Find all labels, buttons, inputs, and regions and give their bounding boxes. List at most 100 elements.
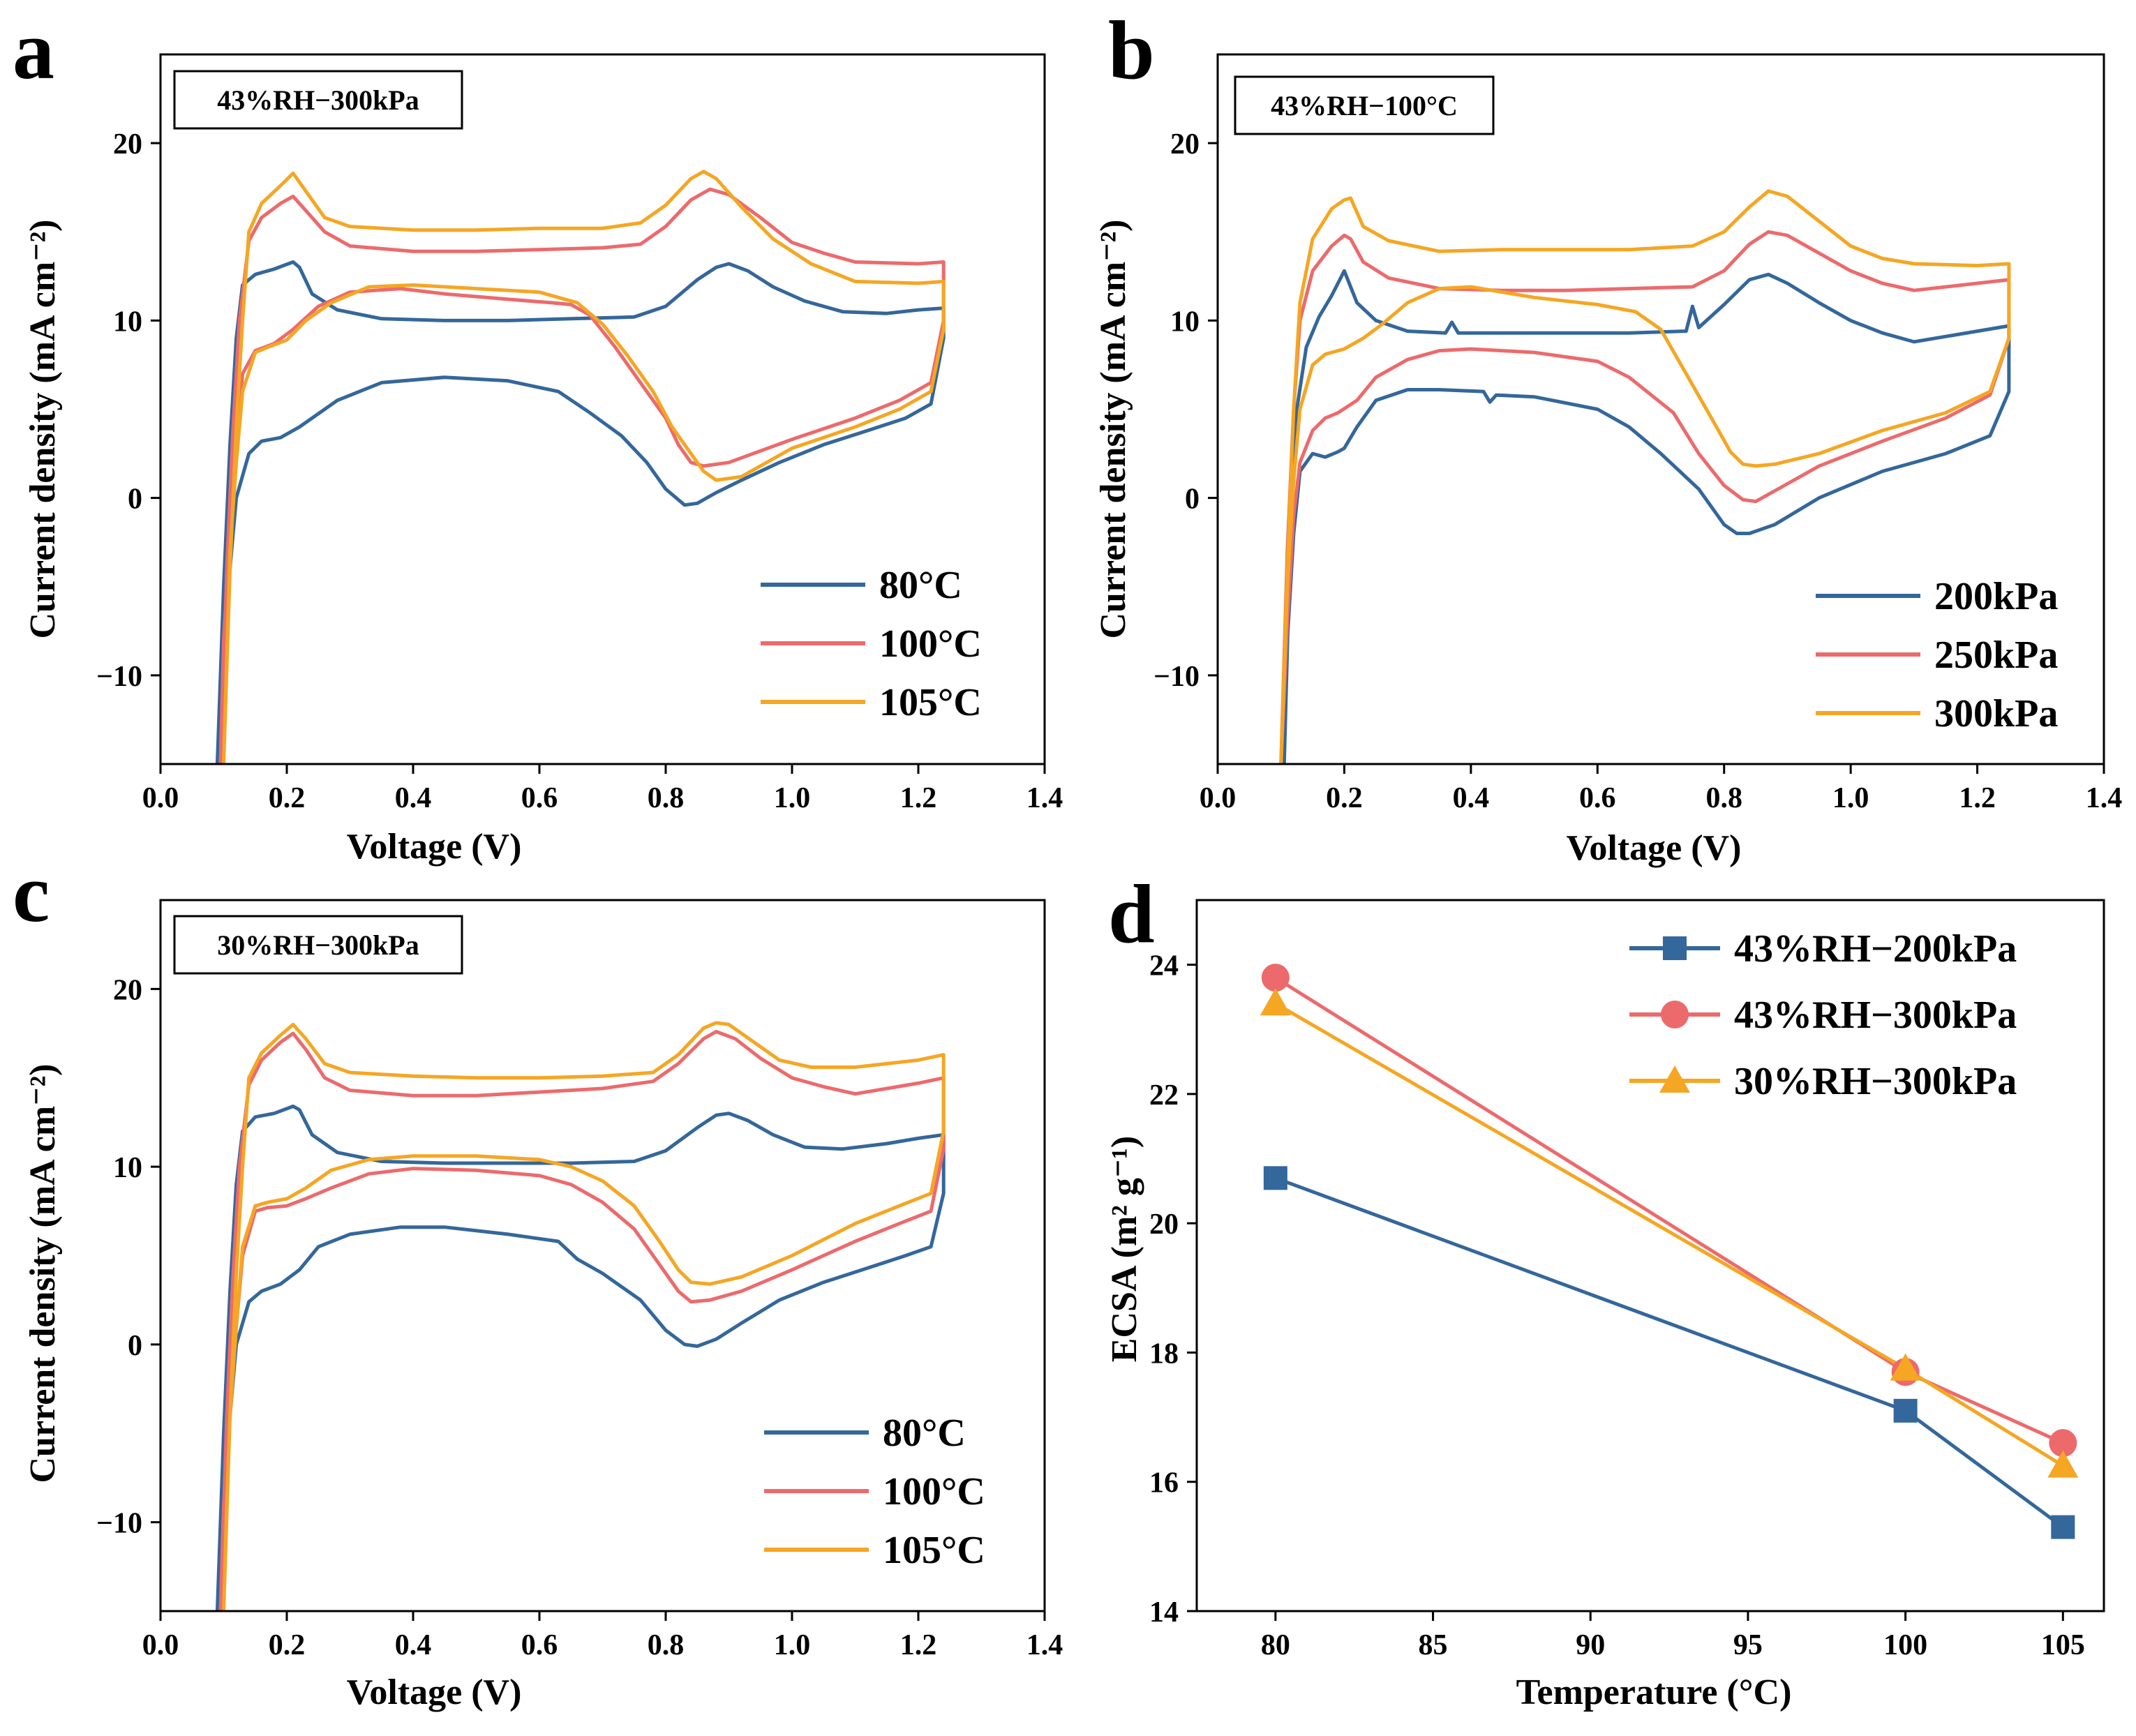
panel-d-legend-label-3: 30%RH−300kPa [1734, 1060, 2017, 1103]
panel-c: c 0.0 0.2 0.4 0.6 0.8 1.0 1.2 1.4 −10 0 10 20 80°C 10… [13, 846, 1063, 1712]
panel-b-y-tick-label-1: −10 [1153, 661, 1200, 693]
panel-letter-c: c [13, 846, 50, 939]
panel-c-series-line-3 [222, 1021, 946, 1611]
panel-letter-b: b [1108, 3, 1155, 96]
panel-d-series-2-point-3 [2049, 1429, 2077, 1458]
panel-b-y-tick-label-4: 20 [1170, 128, 1200, 160]
panel-c-x-tick-label-5: 0.8 [648, 1629, 685, 1661]
panel-d-series-1-point-3 [2051, 1515, 2075, 1539]
panel-d-y-tick-label-5: 22 [1149, 1079, 1179, 1112]
panel-c-y-axis-label: Current density (mA cm⁻²) [23, 1064, 63, 1483]
panel-d-y-tick-label-4: 20 [1149, 1209, 1179, 1241]
panel-a-x-tick-label-1: 0.0 [142, 782, 179, 814]
panel-a-x-tick-label-4: 0.6 [521, 782, 558, 814]
panel-a-annotation-box [173, 70, 463, 130]
panel-b-plot-area: 0.0 0.2 0.4 0.6 0.8 1.0 1.2 1.4 −10 0 10 20 200kPa 25… [1153, 53, 2123, 814]
panel-c-x-tick-label-2: 0.2 [269, 1629, 306, 1661]
panel-d-legend-label-2: 43%RH−300kPa [1734, 994, 2017, 1037]
panel-d-x-tick-label-5: 100 [1883, 1629, 1927, 1661]
panel-a-series-line-3 [222, 170, 946, 764]
panel-c-series-line-2 [218, 1030, 946, 1611]
panel-d-x-tick-label-6: 105 [2041, 1629, 2085, 1661]
panel-b-legend-label-1: 200kPa [1934, 575, 2058, 618]
panel-d-x-tick-label-3: 90 [1576, 1629, 1605, 1661]
panel-c-plot-area: 0.0 0.2 0.4 0.6 0.8 1.0 1.2 1.4 −10 0 10 20 80°C 100°… [96, 899, 1063, 1661]
panel-c-x-tick-label-3: 0.4 [395, 1629, 432, 1661]
panel-a-x-tick-label-3: 0.4 [395, 782, 432, 814]
panel-letter-d: d [1108, 867, 1155, 960]
panel-d-plot-area: 80 85 90 95 100 105 14 16 18 20 22 24 43%RH−200kPa 43… [1149, 899, 2105, 1661]
panel-a-legend-label-3: 105°C [879, 681, 982, 724]
panel-d-legend-marker-3 [1659, 1065, 1690, 1093]
panel-d: d 80 85 90 95 100 105 14 16 18 20 22 24 43%RH−200kPa… [1105, 867, 2105, 1712]
panel-b-x-tick-label-2: 0.2 [1326, 782, 1363, 814]
panel-c-x-tick-label-1: 0.0 [142, 1629, 179, 1661]
panel-c-annotation-box [173, 915, 463, 975]
panel-d-series-3-point-1 [1260, 988, 1291, 1016]
panel-c-legend-label-1: 80°C [883, 1412, 966, 1455]
panel-c-x-tick-label-4: 0.6 [521, 1629, 558, 1661]
panel-b-series-line-1 [1282, 269, 2011, 764]
panel-a-y-tick-label-3: 10 [113, 306, 142, 338]
panel-d-x-tick-label-1: 80 [1261, 1629, 1290, 1661]
panel-d-x-axis-label: Temperature (°C) [1516, 1673, 1792, 1712]
panel-d-y-tick-label-1: 14 [1149, 1596, 1179, 1629]
panel-b-y-axis-label: Current density (mA cm⁻²) [1093, 220, 1133, 639]
panel-a-x-tick-label-2: 0.2 [269, 782, 306, 814]
panel-b-series-line-3 [1279, 189, 2011, 764]
panel-b: b 0.0 0.2 0.4 0.6 0.8 1.0 1.2 1.4 −10 0 10 20 200kPa… [1093, 3, 2122, 868]
panel-c-legend-label-2: 100°C [883, 1470, 985, 1513]
panel-a-x-tick-label-8: 1.4 [1026, 782, 1063, 814]
panel-b-x-tick-label-3: 0.4 [1453, 782, 1490, 814]
panel-a-x-tick-label-7: 1.2 [900, 782, 937, 814]
panel-d-y-tick-label-2: 16 [1149, 1467, 1179, 1499]
panel-c-x-tick-label-8: 1.4 [1026, 1629, 1063, 1661]
panel-b-y-tick-label-3: 10 [1170, 306, 1200, 338]
panel-d-series-3-point-2 [1890, 1353, 1921, 1381]
panel-d-series-2-point-1 [1261, 964, 1290, 992]
panel-b-series-line-2 [1279, 230, 2011, 764]
panel-c-annotation: 30%RH−300kPa [217, 929, 419, 961]
panel-c-y-tick-label-1: −10 [96, 1508, 142, 1540]
panel-a-y-tick-label-4: 20 [113, 128, 142, 160]
panel-a-annotation: 43%RH−300kPa [217, 84, 419, 116]
panel-c-axes-frame [159, 899, 1046, 1612]
panel-c-y-tick-label-4: 20 [113, 974, 142, 1006]
panel-c-x-tick-label-7: 1.2 [900, 1629, 937, 1661]
panel-a-axes-frame [159, 53, 1046, 765]
panel-c-series-line-1 [215, 1105, 946, 1611]
panel-b-axes-frame [1216, 53, 2105, 765]
panel-b-x-axis-label: Voltage (V) [1567, 828, 1742, 868]
panel-d-x-tick-label-4: 95 [1733, 1629, 1763, 1661]
panel-b-legend-label-2: 250kPa [1934, 634, 2058, 677]
panel-a-data [215, 170, 946, 764]
panel-d-series-line-2 [1274, 976, 2064, 1445]
panel-a-series-line-1 [215, 260, 946, 764]
panel-b-x-tick-label-6: 1.0 [1832, 782, 1869, 814]
panel-b-annotation-box [1234, 75, 1495, 135]
panel-d-axes-frame [1195, 899, 2105, 1612]
panel-b-annotation: 43%RH−100°C [1271, 90, 1458, 121]
panel-letter-a: a [13, 3, 54, 96]
panel-c-data [215, 1021, 946, 1611]
panel-d-y-axis-label: ECSA (m² g⁻¹) [1105, 1136, 1144, 1362]
panel-a-x-axis-label: Voltage (V) [347, 827, 522, 867]
panel-d-x-tick-label-2: 85 [1419, 1629, 1448, 1661]
panel-a-x-tick-label-6: 1.0 [774, 782, 811, 814]
panel-a-legend-label-1: 80°C [879, 564, 962, 607]
panel-d-series-1-point-2 [1893, 1398, 1918, 1423]
panel-a-x-tick-label-5: 0.8 [648, 782, 685, 814]
panel-d-legend-marker-1 [1663, 936, 1687, 960]
panel-b-x-tick-label-5: 0.8 [1705, 782, 1742, 814]
panel-a: a 0.0 0.2 0.4 0.6 0.8 1.0 1.2 1.4 −10 0 10 20 80°C 10… [13, 3, 1063, 867]
panel-a-legend-label-2: 100°C [879, 622, 982, 666]
panel-b-x-tick-label-1: 0.0 [1200, 782, 1237, 814]
panel-c-y-tick-label-2: 0 [128, 1330, 142, 1362]
panel-b-x-tick-label-8: 1.4 [2086, 782, 2123, 814]
panel-c-x-tick-label-6: 1.0 [774, 1629, 811, 1661]
panel-b-legend-label-3: 300kPa [1934, 692, 2058, 735]
panel-a-y-axis-label: Current density (mA cm⁻²) [23, 220, 63, 639]
panel-d-y-tick-label-3: 18 [1149, 1338, 1179, 1370]
panel-d-series-3-point-3 [2047, 1450, 2079, 1478]
panel-b-data [1279, 189, 2011, 764]
